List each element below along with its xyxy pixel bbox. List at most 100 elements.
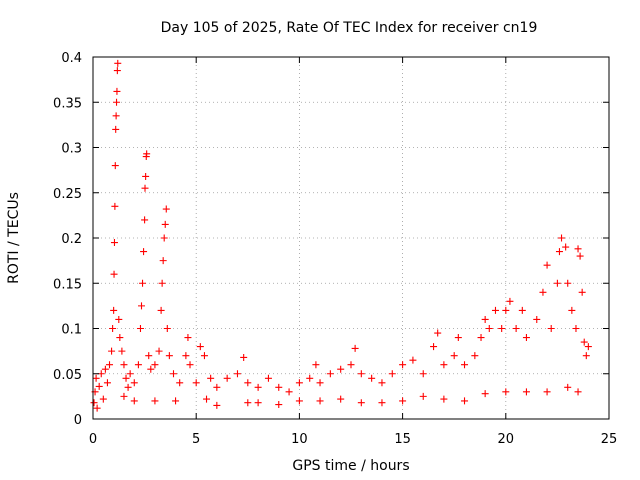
x-tick-label: 10 bbox=[291, 432, 308, 447]
data-point bbox=[275, 401, 283, 409]
data-point bbox=[450, 352, 458, 360]
data-point bbox=[568, 306, 576, 314]
data-point bbox=[200, 352, 208, 360]
data-point bbox=[145, 352, 153, 360]
data-point bbox=[434, 329, 442, 337]
data-point bbox=[113, 87, 121, 95]
data-point bbox=[115, 315, 123, 323]
data-point bbox=[295, 397, 303, 405]
data-point bbox=[244, 379, 252, 387]
data-point bbox=[522, 388, 530, 396]
data-point bbox=[192, 379, 200, 387]
data-point bbox=[582, 352, 590, 360]
data-point bbox=[254, 383, 262, 391]
data-point bbox=[574, 245, 582, 253]
data-point bbox=[440, 361, 448, 369]
data-point bbox=[176, 379, 184, 387]
data-point bbox=[312, 361, 320, 369]
data-point bbox=[555, 248, 563, 256]
data-point bbox=[147, 365, 155, 373]
data-point bbox=[141, 216, 149, 224]
data-point bbox=[240, 353, 248, 361]
y-tick-label: 0.25 bbox=[53, 187, 82, 202]
data-point bbox=[502, 306, 510, 314]
data-point bbox=[580, 338, 588, 346]
data-point bbox=[584, 343, 592, 351]
data-point bbox=[112, 112, 120, 120]
data-point bbox=[186, 361, 194, 369]
data-point bbox=[306, 374, 314, 382]
data-point bbox=[223, 374, 231, 382]
data-point bbox=[498, 325, 506, 332]
data-point bbox=[118, 347, 126, 355]
chart-title: Day 105 of 2025, Rate Of TEC Index for r… bbox=[161, 20, 538, 36]
data-point bbox=[140, 248, 148, 256]
data-point bbox=[120, 392, 128, 400]
data-point bbox=[122, 374, 130, 382]
data-point bbox=[506, 297, 514, 305]
data-point bbox=[543, 388, 551, 396]
data-point bbox=[141, 184, 149, 192]
data-point bbox=[553, 279, 561, 287]
data-point bbox=[114, 59, 122, 67]
data-points bbox=[90, 59, 592, 412]
data-point bbox=[502, 388, 510, 396]
data-point bbox=[106, 361, 114, 369]
data-point bbox=[399, 397, 407, 405]
data-point bbox=[169, 370, 177, 378]
x-tick-label: 15 bbox=[394, 432, 411, 447]
data-point bbox=[572, 325, 580, 332]
data-point bbox=[430, 343, 438, 351]
data-point bbox=[244, 399, 252, 407]
data-point bbox=[155, 347, 163, 355]
data-point bbox=[576, 252, 584, 260]
data-point bbox=[103, 379, 111, 387]
x-axis-label: GPS time / hours bbox=[292, 458, 409, 474]
x-tick-label: 0 bbox=[89, 432, 97, 447]
data-point bbox=[112, 125, 120, 133]
x-tick-label: 25 bbox=[601, 432, 618, 447]
data-point bbox=[337, 395, 345, 403]
y-tick-labels: 0 0.05 0.1 0.15 0.2 0.25 0.3 0.35 0.4 bbox=[53, 51, 82, 428]
data-point bbox=[110, 306, 118, 314]
data-point bbox=[378, 399, 386, 407]
data-point bbox=[388, 370, 396, 378]
data-point bbox=[564, 383, 572, 391]
data-point bbox=[213, 383, 221, 391]
data-point bbox=[419, 370, 427, 378]
data-point bbox=[539, 288, 547, 296]
data-point bbox=[295, 379, 303, 387]
data-point bbox=[275, 383, 283, 391]
data-point bbox=[518, 306, 526, 314]
y-tick-label: 0 bbox=[74, 413, 82, 428]
data-point bbox=[326, 370, 334, 378]
data-point bbox=[368, 374, 376, 382]
data-point bbox=[285, 388, 293, 396]
y-tick-label: 0.3 bbox=[61, 142, 82, 157]
data-point bbox=[157, 306, 165, 314]
data-point bbox=[163, 325, 171, 332]
data-point bbox=[159, 257, 167, 265]
data-point bbox=[264, 374, 272, 382]
data-point bbox=[378, 379, 386, 387]
y-tick-label: 0.05 bbox=[53, 368, 82, 383]
data-point bbox=[108, 347, 116, 355]
data-point bbox=[351, 344, 359, 352]
data-point bbox=[409, 356, 417, 364]
data-point bbox=[440, 395, 448, 403]
data-point bbox=[158, 279, 166, 287]
data-point bbox=[491, 306, 499, 314]
data-point bbox=[165, 352, 173, 360]
data-point bbox=[481, 390, 489, 398]
data-point bbox=[143, 150, 151, 158]
data-point bbox=[99, 395, 107, 403]
data-point bbox=[574, 388, 582, 396]
data-point bbox=[562, 243, 570, 251]
data-point bbox=[126, 370, 134, 378]
data-point bbox=[93, 404, 101, 412]
data-point bbox=[151, 361, 159, 369]
data-point bbox=[213, 401, 221, 409]
data-point bbox=[184, 334, 192, 342]
data-point bbox=[124, 383, 132, 391]
data-point bbox=[110, 270, 118, 278]
